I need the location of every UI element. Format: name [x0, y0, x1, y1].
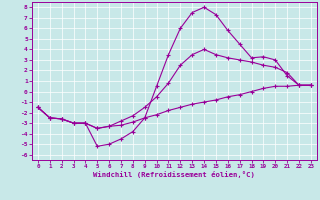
X-axis label: Windchill (Refroidissement éolien,°C): Windchill (Refroidissement éolien,°C) — [93, 171, 255, 178]
